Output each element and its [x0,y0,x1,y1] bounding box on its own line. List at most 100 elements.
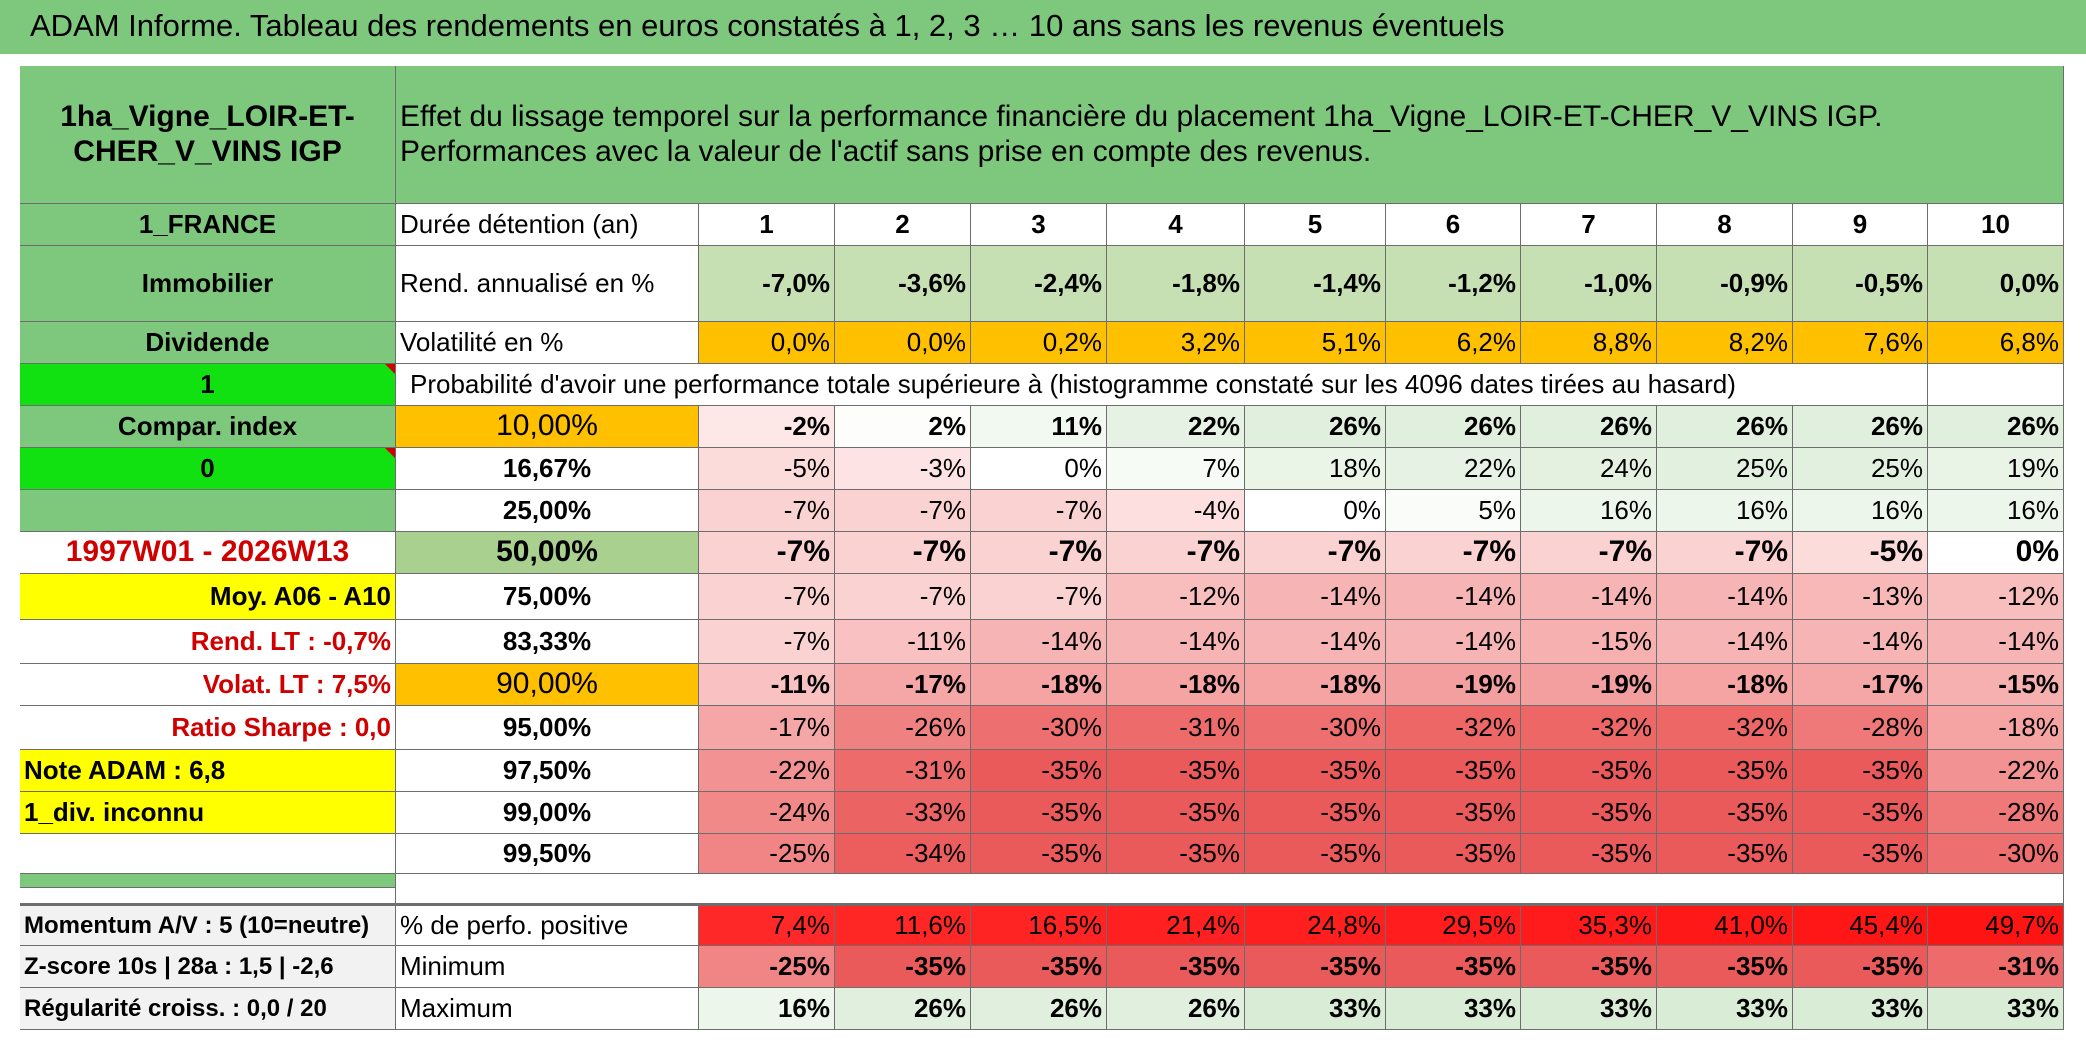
percentile-value: -32% [1521,706,1657,750]
percentile-value: -14% [1245,620,1386,664]
percentile-value: 26% [1657,406,1793,448]
percentile-value: -13% [1793,574,1928,620]
percentile-value: 26% [1245,406,1386,448]
rend-value: -1,4% [1245,246,1386,322]
rend-value: -1,2% [1386,246,1521,322]
maximum-value: 33% [1521,988,1657,1030]
percentile-value: -14% [971,620,1107,664]
percentile-value: -19% [1521,664,1657,706]
percentile-value: -35% [1107,834,1245,874]
percentile-value: -5% [1793,532,1928,574]
percentile-value: -35% [1793,792,1928,834]
rend-label: Rend. annualisé en % [396,246,699,322]
percentile-label: 99,00% [396,792,699,834]
percentile-value: -7% [971,574,1107,620]
minimum-value: -35% [1521,946,1657,988]
rend-value: 0,0% [1928,246,2064,322]
empty-cell [20,834,396,874]
table-description: Effet du lissage temporel sur la perform… [396,66,2064,204]
percentile-value: -24% [699,792,835,834]
percentile-value: -14% [1386,574,1521,620]
vol-value: 8,2% [1657,322,1793,364]
percentile-value: -7% [699,620,835,664]
percentile-value: -11% [699,664,835,706]
positive-label: % de perfo. positive [396,904,699,946]
percentile-value: -7% [835,532,971,574]
vol-value: 0,0% [699,322,835,364]
positive-value: 11,6% [835,904,971,946]
percentile-value: -35% [1793,750,1928,792]
vol-value: 5,1% [1245,322,1386,364]
percentile-value: -26% [835,706,971,750]
positive-value: 21,4% [1107,904,1245,946]
percentile-value: -35% [1657,792,1793,834]
positive-value: 41,0% [1657,904,1793,946]
percentile-value: -35% [971,834,1107,874]
percentile-label: 95,00% [396,706,699,750]
percentile-value: -15% [1928,664,2064,706]
percentile-value: -32% [1386,706,1521,750]
percentile-value: 22% [1107,406,1245,448]
percentile-value: -35% [1107,792,1245,834]
asset-name: 1ha_Vigne_LOIR-ET-CHER_V_VINS IGP [20,66,396,204]
percentile-value: 16% [1657,490,1793,532]
percentile-value: -14% [1245,574,1386,620]
percentile-value: -18% [1107,664,1245,706]
percentile-value: -30% [971,706,1107,750]
percentile-value: 16% [1928,490,2064,532]
percentile-label: 75,00% [396,574,699,620]
percentile-label: 83,33% [396,620,699,664]
percentile-label: 97,50% [396,750,699,792]
percentile-value: -35% [1386,750,1521,792]
percentile-value: -7% [1107,532,1245,574]
sharpe-label: Ratio Sharpe : 0,0 [20,706,396,750]
spacer-cell [20,874,396,888]
percentile-value: -28% [1928,792,2064,834]
positive-value: 29,5% [1386,904,1521,946]
year-header: 10 [1928,204,2064,246]
country-label: 1_FRANCE [20,204,396,246]
div-label: 1_div. inconnu [20,792,396,834]
minimum-value: -31% [1928,946,2064,988]
report-title: ADAM Informe. Tableau des rendements en … [30,8,1505,43]
percentile-value: -35% [1245,750,1386,792]
percentile-value: -35% [1521,792,1657,834]
percentile-value: -35% [971,792,1107,834]
percentile-value: -35% [1386,792,1521,834]
percentile-label: 99,50% [396,834,699,874]
empty-cell [20,490,396,532]
percentile-label: 90,00% [396,664,699,706]
percentile-value: -32% [1657,706,1793,750]
positive-value: 24,8% [1245,904,1386,946]
percentile-value: 7% [1107,448,1245,490]
zscore-label: Z-score 10s | 28a : 1,5 | -2,6 [20,946,396,988]
maximum-value: 33% [1928,988,2064,1030]
compar-label: Compar. index [20,406,396,448]
percentile-value: 0% [1245,490,1386,532]
year-header: 8 [1657,204,1793,246]
year-header: 3 [971,204,1107,246]
percentile-value: -12% [1928,574,2064,620]
percentile-label: 25,00% [396,490,699,532]
maximum-value: 26% [1107,988,1245,1030]
percentile-value: -14% [1793,620,1928,664]
vol-value: 8,8% [1521,322,1657,364]
maximum-value: 33% [1245,988,1386,1030]
minimum-value: -25% [699,946,835,988]
percentile-value: -34% [835,834,971,874]
positive-value: 16,5% [971,904,1107,946]
dividend-label: Dividende [20,322,396,364]
report-title-bar: ADAM Informe. Tableau des rendements en … [0,0,2086,54]
percentile-value: -35% [1107,750,1245,792]
vol-value: 3,2% [1107,322,1245,364]
minimum-value: -35% [971,946,1107,988]
year-header: 6 [1386,204,1521,246]
minimum-value: -35% [1107,946,1245,988]
percentile-value: -12% [1107,574,1245,620]
rend-value: -0,5% [1793,246,1928,322]
percentile-value: 24% [1521,448,1657,490]
momentum-label: Momentum A/V : 5 (10=neutre) [20,904,396,946]
positive-value: 49,7% [1928,904,2064,946]
percentile-label: 50,00% [396,532,699,574]
category-label: Immobilier [20,246,396,322]
